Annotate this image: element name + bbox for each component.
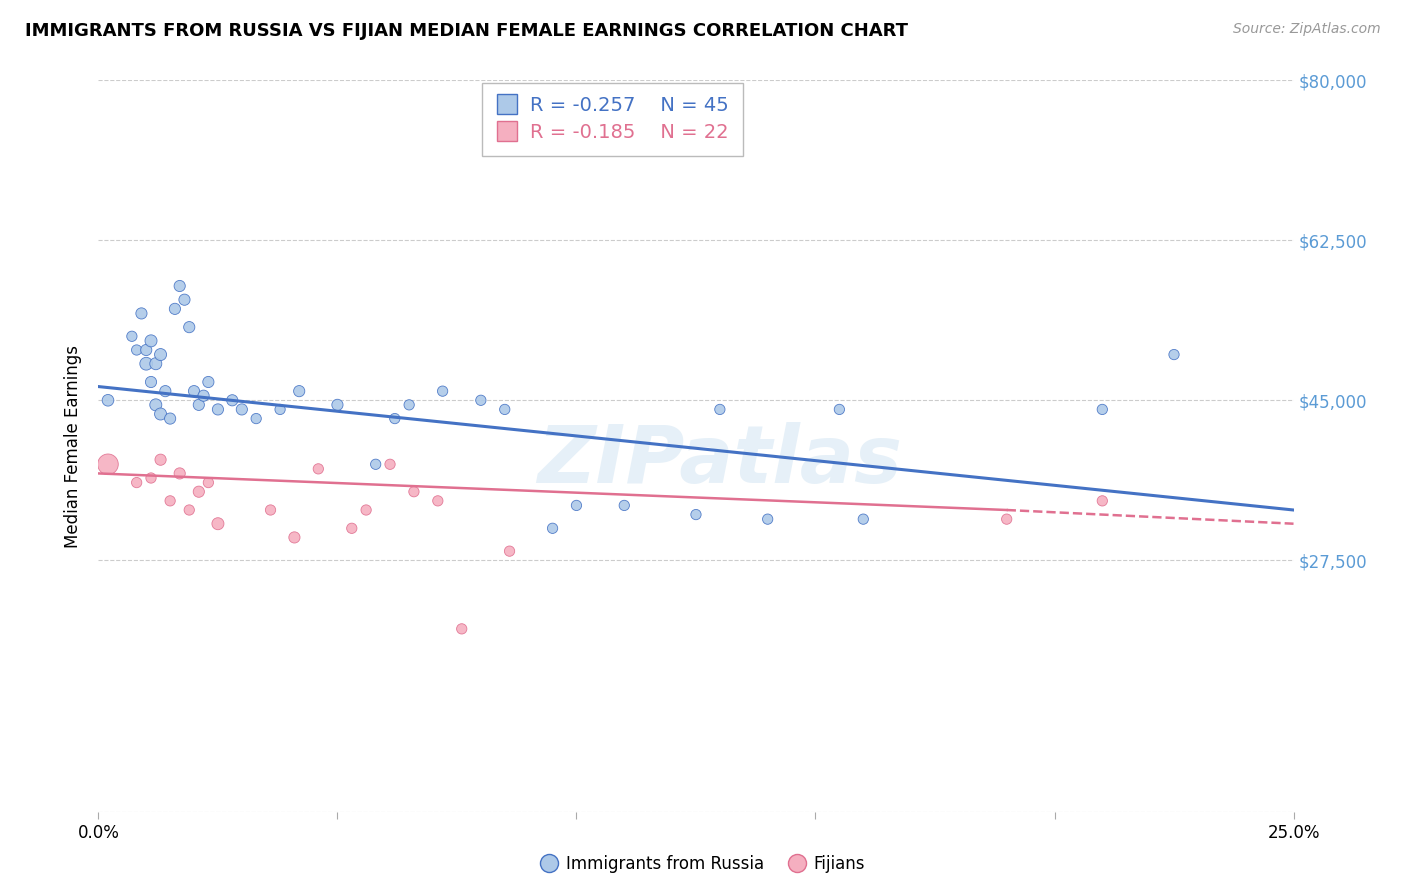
- Point: [1091, 493, 1114, 508]
- Point: [187, 484, 209, 499]
- Text: IMMIGRANTS FROM RUSSIA VS FIJIAN MEDIAN FEMALE EARNINGS CORRELATION CHART: IMMIGRANTS FROM RUSSIA VS FIJIAN MEDIAN …: [25, 22, 908, 40]
- Point: [354, 503, 377, 517]
- Point: [402, 484, 425, 499]
- Point: [139, 334, 162, 348]
- Point: [207, 402, 229, 417]
- Point: [173, 293, 195, 307]
- Point: [163, 301, 186, 316]
- Point: [97, 393, 120, 408]
- Point: [183, 384, 205, 398]
- Point: [169, 467, 191, 481]
- Legend: Immigrants from Russia, Fijians: Immigrants from Russia, Fijians: [534, 848, 872, 880]
- Point: [450, 622, 472, 636]
- Point: [995, 512, 1018, 526]
- Point: [494, 402, 516, 417]
- Point: [187, 398, 209, 412]
- Point: [756, 512, 779, 526]
- Point: [378, 457, 401, 471]
- Point: [139, 375, 162, 389]
- Point: [1163, 347, 1185, 362]
- Point: [283, 530, 305, 544]
- Point: [145, 357, 167, 371]
- Point: [149, 452, 172, 467]
- Point: [193, 389, 215, 403]
- Text: Source: ZipAtlas.com: Source: ZipAtlas.com: [1233, 22, 1381, 37]
- Point: [159, 411, 181, 425]
- Point: [197, 475, 219, 490]
- Point: [852, 512, 875, 526]
- Point: [97, 457, 120, 471]
- Point: [245, 411, 267, 425]
- Point: [155, 384, 177, 398]
- Point: [131, 306, 153, 320]
- Point: [432, 384, 454, 398]
- Point: [259, 503, 281, 517]
- Y-axis label: Median Female Earnings: Median Female Earnings: [65, 344, 83, 548]
- Text: ZIPatlas: ZIPatlas: [537, 422, 903, 500]
- Point: [121, 329, 143, 343]
- Point: [139, 471, 162, 485]
- Point: [613, 499, 636, 513]
- Point: [709, 402, 731, 417]
- Point: [169, 279, 191, 293]
- Point: [135, 343, 157, 357]
- Point: [364, 457, 387, 471]
- Point: [541, 521, 564, 535]
- Point: [145, 398, 167, 412]
- Point: [828, 402, 851, 417]
- Point: [398, 398, 420, 412]
- Point: [326, 398, 349, 412]
- Point: [426, 493, 449, 508]
- Point: [1091, 402, 1114, 417]
- Point: [125, 343, 148, 357]
- Point: [125, 475, 148, 490]
- Point: [269, 402, 291, 417]
- Point: [340, 521, 363, 535]
- Point: [498, 544, 520, 558]
- Point: [288, 384, 311, 398]
- Point: [159, 493, 181, 508]
- Point: [307, 462, 329, 476]
- Point: [149, 407, 172, 421]
- Point: [221, 393, 243, 408]
- Point: [149, 347, 172, 362]
- Point: [135, 357, 157, 371]
- Point: [470, 393, 492, 408]
- Point: [384, 411, 406, 425]
- Point: [565, 499, 588, 513]
- Point: [231, 402, 253, 417]
- Legend: R = -0.257    N = 45, R = -0.185    N = 22: R = -0.257 N = 45, R = -0.185 N = 22: [482, 83, 742, 156]
- Point: [179, 503, 201, 517]
- Point: [207, 516, 229, 531]
- Point: [179, 320, 201, 334]
- Point: [685, 508, 707, 522]
- Point: [197, 375, 219, 389]
